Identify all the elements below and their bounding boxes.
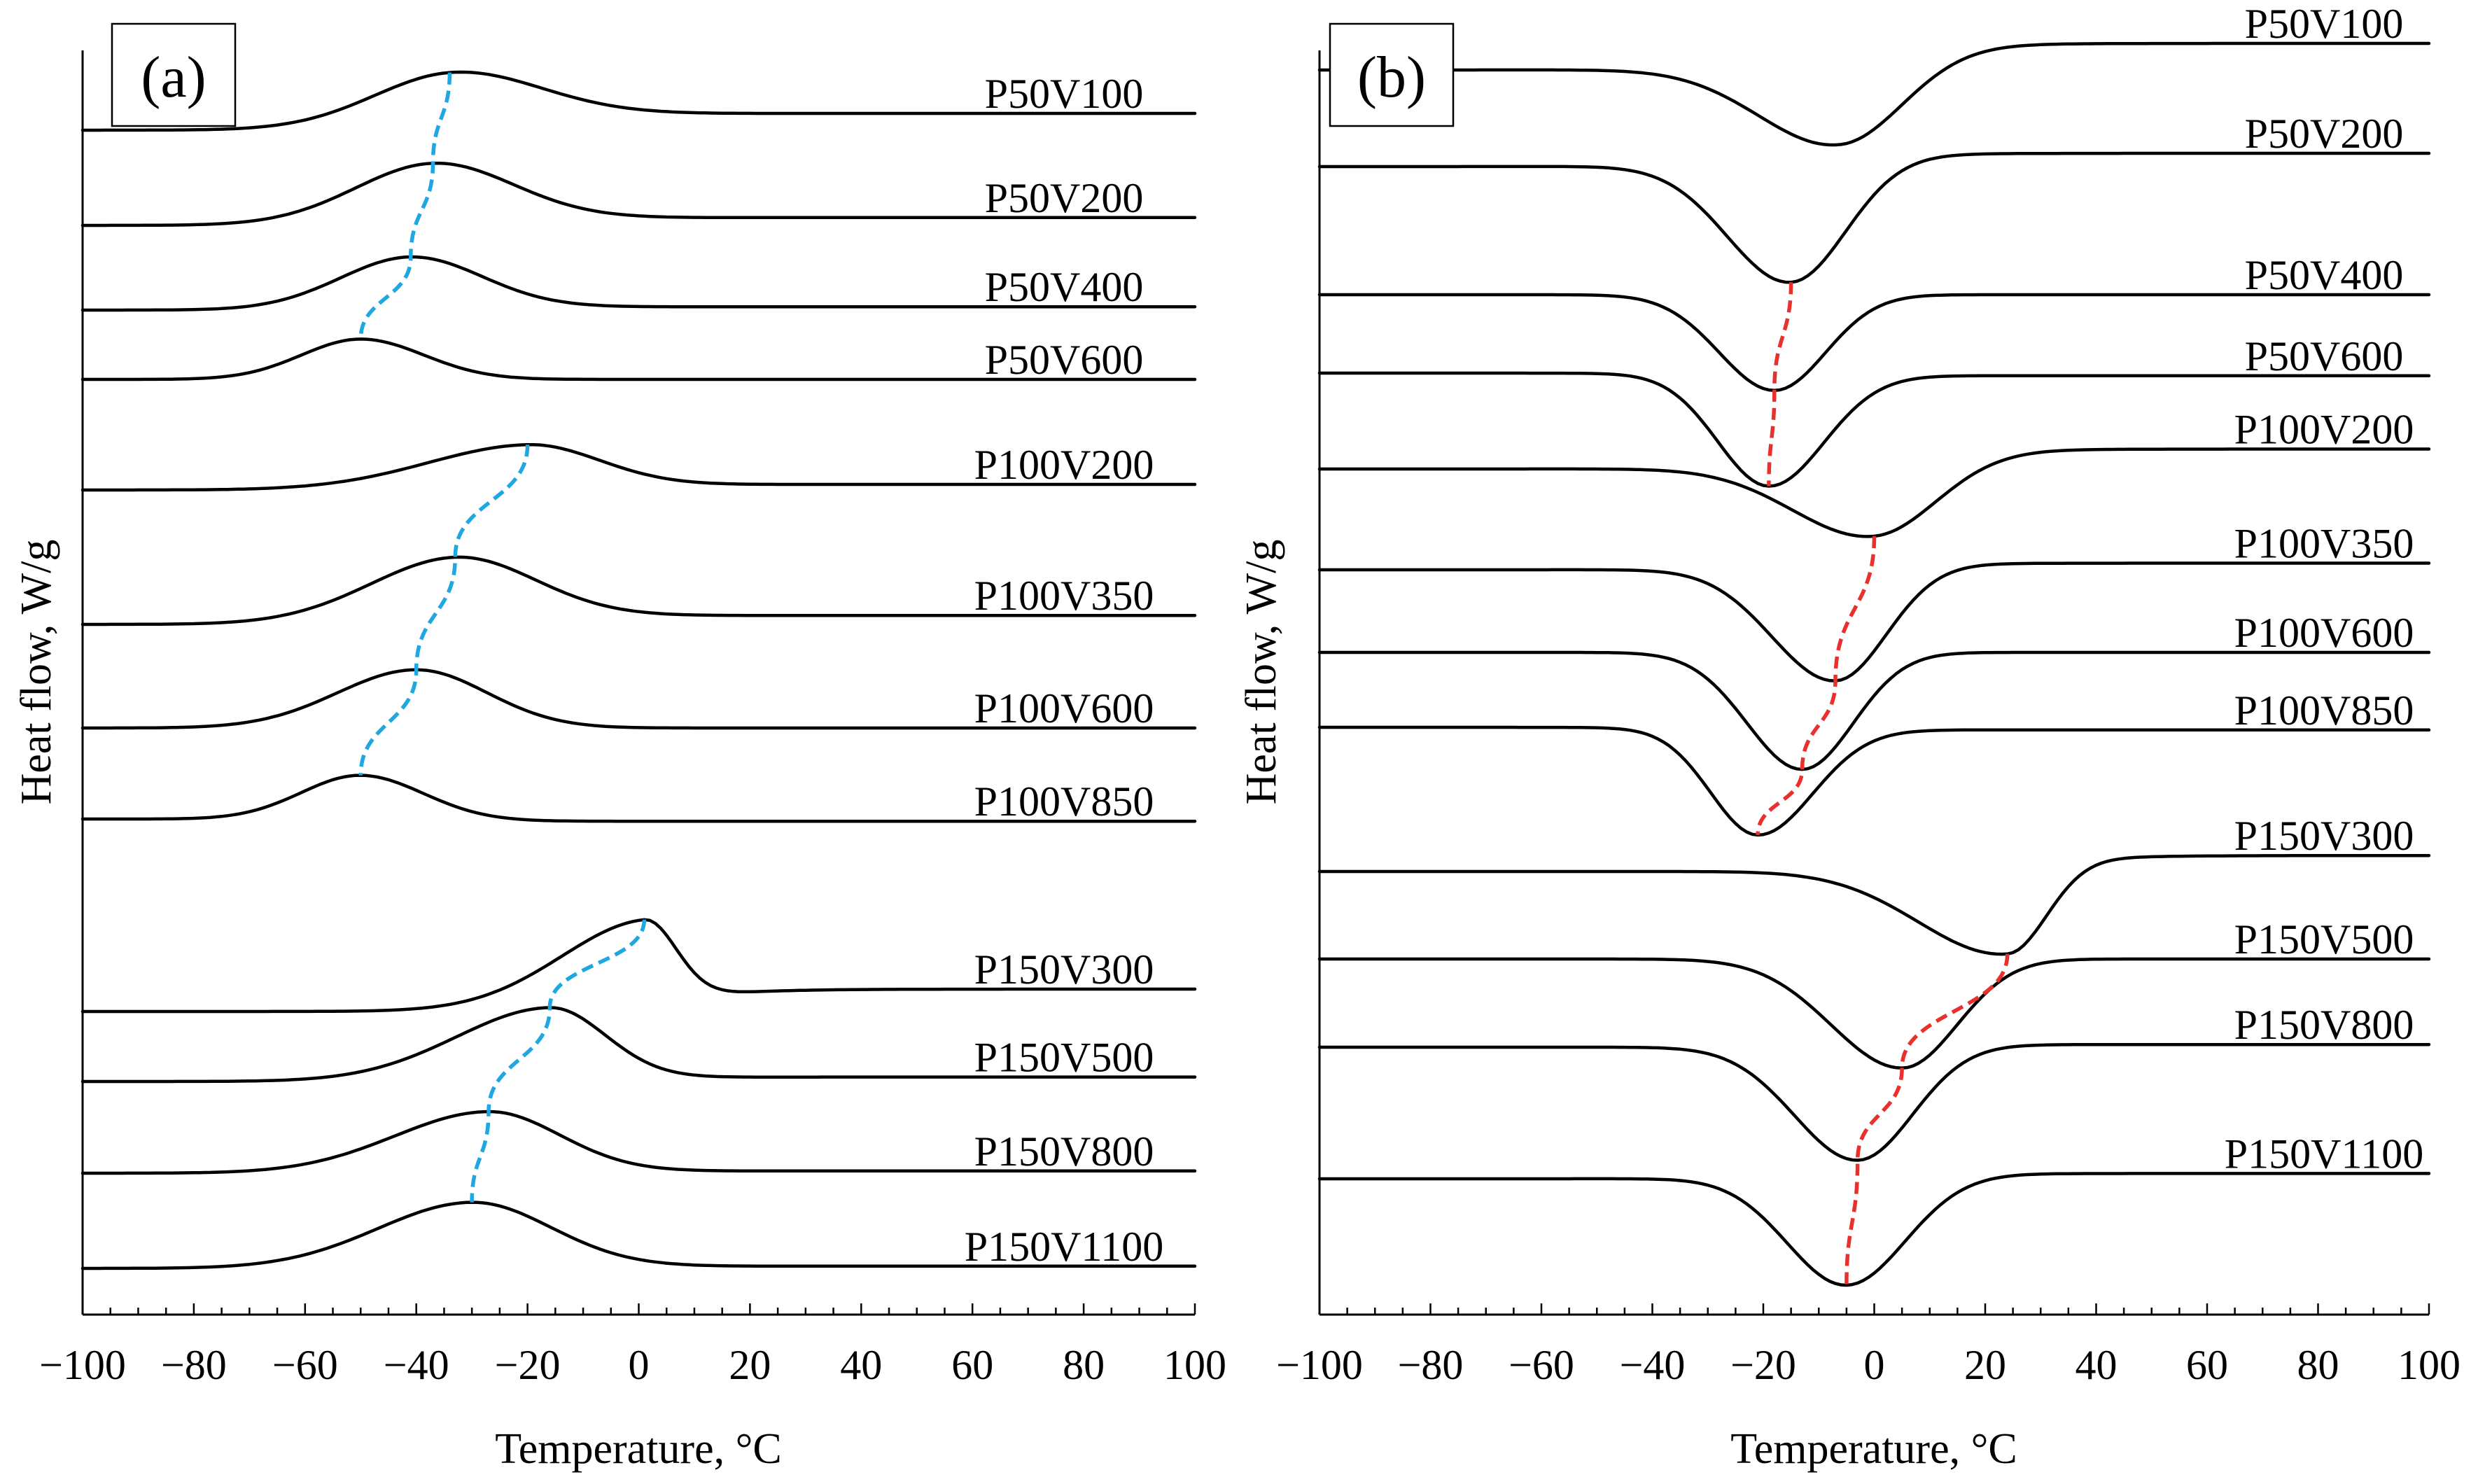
series-label-P100V600: P100V600: [2234, 610, 2414, 656]
series-label-P100V600: P100V600: [974, 685, 1154, 732]
panel-b-tick-label: −40: [1620, 1342, 1686, 1388]
series-curve-P150V300: [80, 918, 1197, 1014]
panel-b-tick-label: −60: [1508, 1342, 1574, 1388]
panel-a-tick-labels: −100 −80 −60 −40 −20 0 20 40 60 80 100: [39, 1342, 1226, 1388]
panel-a-label-box: [111, 22, 237, 127]
series-label-P150V800: P150V800: [974, 1128, 1154, 1175]
trend-line-P150V300-to-P150V1100: [470, 919, 647, 1203]
panel-b-x-axis-title: Temperature, °C: [1730, 1425, 2017, 1473]
panel-b-trend-lines: [1756, 282, 2010, 1286]
panel-b-label-box: [1329, 22, 1455, 127]
panel-a-curves: [80, 70, 1197, 1270]
series-label-P150V1100: P150V1100: [2225, 1130, 2423, 1177]
trend-line-P50V100-to-P50V600: [358, 72, 452, 340]
series-label-P50V200: P50V200: [985, 175, 1144, 221]
panel-a-tick-label: −80: [161, 1342, 227, 1388]
series-curve-P50V100: [1317, 41, 2431, 147]
panel-a: −100 −80 −60 −40 −20 0 20 40 60 80 100 P50V100P50V…: [13, 22, 1226, 1473]
series-label-P50V400: P50V400: [985, 264, 1144, 310]
series-curve-P100V600: [80, 668, 1197, 730]
panel-b-y-axis-title: Heat flow, W/g: [1238, 540, 1285, 805]
series-label-P50V100: P50V100: [985, 71, 1144, 117]
panel-a-ticks: [81, 1303, 1196, 1315]
panel-b-tick-label: −20: [1730, 1342, 1796, 1388]
series-curve-P50V100: [80, 70, 1197, 132]
panel-a-tick-label: 0: [629, 1342, 650, 1388]
series-curve-P100V850: [80, 774, 1197, 823]
series-label-P100V200: P100V200: [974, 442, 1154, 488]
series-label-P100V850: P100V850: [2234, 687, 2414, 734]
series-curve-P50V600: [1317, 371, 2431, 488]
series-label-P50V100: P50V100: [2245, 1, 2404, 47]
series-label-P150V500: P150V500: [2234, 916, 2414, 962]
panel-a-y-axis-title: Heat flow, W/g: [13, 540, 60, 805]
series-curve-P150V800: [80, 1110, 1197, 1175]
panel-a-label: (a): [141, 45, 206, 110]
series-label-P50V200: P50V200: [2245, 111, 2404, 157]
series-curve-P100V850: [1317, 725, 2431, 837]
series-label-P100V850: P100V850: [974, 778, 1154, 825]
series-label-P50V400: P50V400: [2245, 252, 2404, 298]
series-label-P50V600: P50V600: [985, 337, 1144, 383]
series-curve-P50V400: [1317, 293, 2431, 393]
panel-b-tick-label: −80: [1398, 1342, 1464, 1388]
series-curve-P100V600: [1317, 650, 2431, 771]
series-curve-P150V1100: [80, 1200, 1197, 1270]
series-curve-P150V500: [80, 1006, 1197, 1084]
series-curve-P150V800: [1317, 1042, 2431, 1162]
panel-b-label: (b): [1357, 45, 1426, 110]
trend-line-P150V300-to-P150V1100: [1844, 953, 2010, 1286]
panel-b: −100 −80 −60 −40 −20 0 20 40 60 80 100 P50V100P50V…: [1238, 1, 2460, 1473]
panel-a-series-labels: P50V100 P50V200 P50V400 P50V600 P100V200 P100…: [965, 71, 1163, 1270]
series-curve-P100V200: [80, 442, 1197, 492]
panel-b-tick-label: −100: [1276, 1342, 1363, 1388]
series-curve-P50V200: [1317, 151, 2431, 284]
panel-a-tick-label: −100: [39, 1342, 126, 1388]
series-curve-P100V350: [1317, 561, 2431, 682]
series-curve-P50V400: [80, 255, 1197, 312]
series-label-P50V600: P50V600: [2245, 333, 2404, 379]
panel-a-x-axis-title: Temperature, °C: [495, 1425, 782, 1473]
panel-a-tick-label: −40: [384, 1342, 449, 1388]
panel-b-tick-labels: −100 −80 −60 −40 −20 0 20 40 60 80 100: [1276, 1342, 2460, 1388]
series-label-P100V200: P100V200: [2234, 407, 2414, 453]
series-curve-P100V350: [80, 555, 1197, 626]
panel-a-tick-label: −20: [495, 1342, 561, 1388]
series-label-P150V500: P150V500: [974, 1035, 1154, 1081]
trend-line-P100V200-to-P100V850: [358, 444, 530, 776]
panel-b-curves: [1317, 41, 2431, 1287]
series-label-P100V350: P100V350: [2234, 521, 2414, 567]
panel-b-series-labels: P50V100 P50V200 P50V400 P50V600 P100V200 P100…: [2225, 1, 2423, 1177]
panel-b-tick-label: 80: [2297, 1342, 2339, 1388]
trend-line-P50V200-to-P50V600: [1767, 282, 1793, 486]
panel-a-tick-label: 100: [1163, 1342, 1226, 1388]
panel-b-tick-label: 100: [2398, 1342, 2460, 1388]
panel-b-tick-label: 0: [1864, 1342, 1885, 1388]
panel-b-tick-label: 60: [2186, 1342, 2228, 1388]
series-label-P150V300: P150V300: [2234, 813, 2414, 859]
series-curve-P50V600: [80, 337, 1197, 382]
series-curve-P150V500: [1317, 957, 2431, 1070]
series-label-P150V1100: P150V1100: [965, 1224, 1163, 1270]
panel-a-tick-label: 80: [1063, 1342, 1105, 1388]
series-curve-P50V200: [80, 161, 1197, 227]
panel-a-tick-label: 20: [729, 1342, 771, 1388]
panel-b-ticks: [1318, 1303, 2430, 1315]
series-label-P150V300: P150V300: [974, 946, 1154, 993]
series-curve-P150V300: [1317, 853, 2431, 956]
series-curve-P150V1100: [1317, 1172, 2431, 1287]
panel-a-tick-label: −60: [272, 1342, 338, 1388]
panel-b-tick-label: 40: [2076, 1342, 2118, 1388]
panel-a-tick-label: 40: [840, 1342, 882, 1388]
panel-a-trend-lines: [358, 72, 647, 1203]
panel-a-tick-label: 60: [951, 1342, 993, 1388]
trend-line-P100V200-to-P100V850: [1756, 536, 1877, 836]
panel-b-tick-label: 20: [1964, 1342, 2006, 1388]
series-label-P150V800: P150V800: [2234, 1002, 2414, 1048]
series-label-P100V350: P100V350: [974, 573, 1154, 619]
